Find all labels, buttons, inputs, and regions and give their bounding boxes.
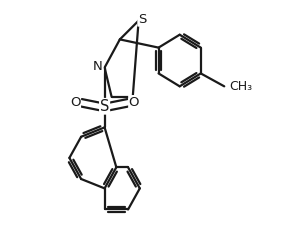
Text: CH₃: CH₃ [229, 80, 252, 93]
Text: S: S [138, 13, 146, 26]
Text: N: N [93, 60, 103, 73]
Text: S: S [100, 99, 109, 114]
Text: O: O [129, 96, 139, 109]
Text: O: O [70, 96, 81, 109]
